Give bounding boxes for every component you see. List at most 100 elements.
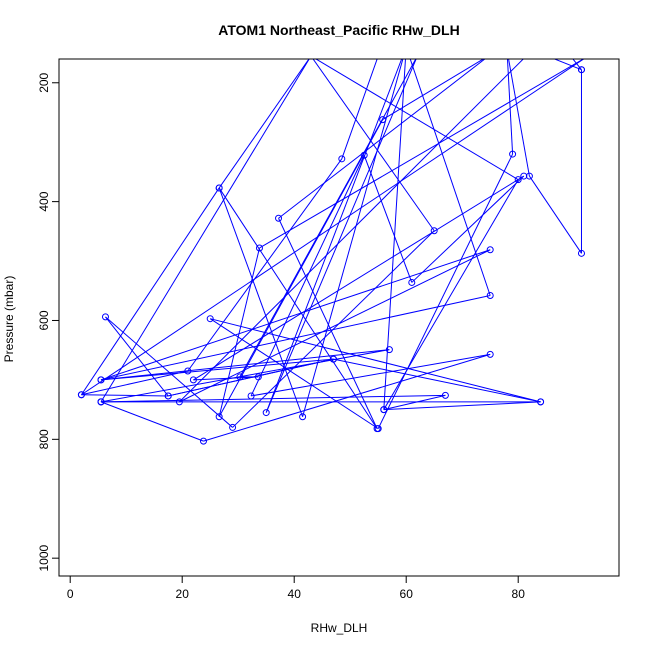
data-point (101, 313, 109, 321)
data-point (199, 437, 207, 445)
series-line-segment (168, 358, 334, 397)
series-line-segment (383, 59, 406, 410)
series-line-segment (100, 59, 310, 403)
data-point (215, 413, 223, 421)
y-tick-label: 600 (37, 310, 51, 330)
series-line-segment (100, 349, 390, 381)
data-point (329, 355, 337, 363)
series-line-segment (218, 119, 384, 417)
series-line-segment (100, 295, 491, 381)
data-point (77, 391, 85, 399)
series-line-segment (382, 59, 485, 121)
series-line-segment (100, 394, 446, 403)
data-point (255, 244, 263, 252)
x-tick-label: 0 (67, 587, 74, 601)
series-line-segment (383, 394, 446, 411)
series-line-segment (278, 59, 486, 219)
data-point (247, 392, 255, 400)
series-line-segment (250, 155, 365, 397)
y-axis: 200 400 600 800 1000 (37, 72, 60, 572)
data-point (189, 376, 197, 384)
data-point (97, 398, 105, 406)
series-group (77, 50, 585, 445)
series-line-segment (210, 318, 541, 403)
data-point (229, 423, 237, 431)
series-line-segment (259, 59, 585, 249)
data-point (254, 373, 262, 381)
series-line-segment (179, 249, 491, 403)
series-line-segment (333, 358, 541, 403)
plot-frame (58, 58, 620, 577)
x-tick-label: 20 (176, 587, 190, 601)
series-line-segment (100, 401, 204, 442)
data-point (97, 376, 105, 384)
series-line-segment (105, 316, 233, 428)
data-point (184, 367, 192, 375)
series-line-segment (193, 175, 525, 381)
series-line-segment (81, 59, 585, 396)
series-line-segment (100, 358, 334, 381)
series-line-segment (218, 187, 304, 417)
data-point (537, 398, 545, 406)
data-point (486, 292, 494, 300)
data-point (486, 246, 494, 254)
series-line-segment (506, 59, 514, 155)
y-tick-label: 800 (37, 429, 51, 449)
data-point (430, 227, 438, 235)
series-line-segment (80, 187, 220, 396)
series-line-segment (383, 401, 541, 411)
chart-title: ATOM1 Northeast_Pacific RHw_DLH (218, 22, 459, 38)
data-point (236, 373, 244, 381)
series-line-segment (218, 247, 260, 417)
y-tick-label: 200 (37, 72, 51, 92)
series-line-segment (341, 59, 378, 160)
series-line-segment (312, 59, 435, 232)
data-point (385, 346, 393, 354)
data-point (164, 392, 172, 400)
series-line-segment (363, 155, 413, 283)
data-point (360, 151, 368, 159)
series-line-segment (232, 230, 435, 428)
series-line-segment (81, 370, 188, 396)
series-line-segment (250, 353, 491, 397)
y-tick-label: 1000 (37, 545, 51, 572)
series-line-segment (528, 175, 582, 254)
series-line-segment (203, 353, 491, 442)
data-point (441, 391, 449, 399)
y-axis-label: Pressure (mbar) (2, 276, 16, 363)
data-point (577, 249, 585, 257)
data-point (206, 315, 214, 323)
data-point (175, 398, 183, 406)
data-point (486, 350, 494, 358)
series-line-segment (239, 59, 417, 378)
series-line-segment (409, 59, 491, 296)
series-line-segment (100, 349, 390, 403)
series-line-segment (265, 59, 417, 413)
series-line-segment (81, 394, 169, 397)
series-line-segment (378, 50, 566, 56)
data-point (380, 406, 388, 414)
data-point (374, 425, 382, 433)
data-point (275, 214, 283, 222)
series-line-segment (265, 59, 403, 413)
data-point (509, 150, 517, 158)
series-line-segment (572, 59, 582, 71)
x-axis: 0 20 40 60 80 (67, 575, 525, 601)
data-point (215, 184, 223, 192)
series-line-segment (209, 318, 379, 430)
data-point (299, 413, 307, 421)
data-point (338, 155, 346, 163)
x-tick-label: 60 (400, 587, 414, 601)
plot-area (77, 50, 585, 445)
series-line-segment (315, 59, 519, 181)
data-point (514, 176, 522, 184)
series-line-segment (187, 158, 343, 372)
data-point (262, 409, 270, 417)
series-line-segment (179, 59, 524, 403)
series-line-segment (411, 175, 525, 283)
series-line-segment (100, 249, 491, 381)
series-line-segment (553, 59, 582, 71)
data-point (577, 66, 585, 74)
y-tick-label: 400 (37, 191, 51, 211)
